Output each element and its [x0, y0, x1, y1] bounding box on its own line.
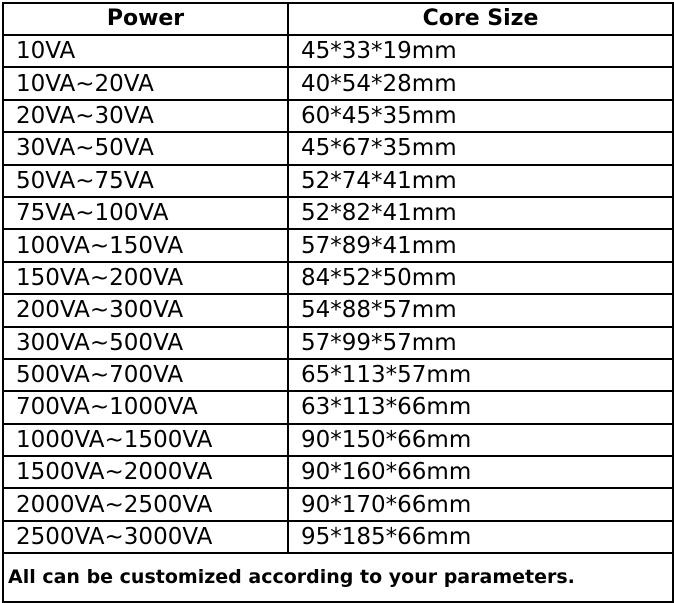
power-cell: 30VA~50VA [2, 131, 289, 166]
core-size-cell: 52*82*41mm [287, 195, 674, 231]
power-cell: 10VA [2, 33, 289, 69]
table-row: 10VA 45*33*19mm [2, 33, 674, 69]
power-cell: 50VA~75VA [2, 163, 289, 198]
table-row: 300VA~500VA 57*99*57mm [2, 325, 674, 360]
power-cell: 1500VA~2000VA [2, 455, 289, 490]
table-row: 100VA~150VA 57*89*41mm [2, 228, 674, 263]
core-size-cell: 60*45*35mm [287, 98, 674, 134]
core-size-cell: 52*74*41mm [287, 163, 674, 198]
table-header: Power Core Size [2, 2, 674, 36]
table-row: 30VA~50VA 45*67*35mm [2, 131, 674, 166]
table-row: 20VA~30VA 60*45*35mm [2, 98, 674, 134]
core-size-cell: 95*185*66mm [287, 519, 674, 555]
table-row: 700VA~1000VA 63*113*66mm [2, 390, 674, 425]
core-size-cell: 63*113*66mm [287, 390, 674, 425]
core-size-cell: 57*89*41mm [287, 228, 674, 263]
core-size-cell: 90*170*66mm [287, 487, 674, 522]
core-size-cell: 40*54*28mm [287, 66, 674, 101]
power-cell: 500VA~700VA [2, 357, 289, 393]
core-size-cell: 54*88*57mm [287, 293, 674, 328]
table-row: 2500VA~3000VA 95*185*66mm [2, 519, 674, 555]
table-row: 75VA~100VA 52*82*41mm [2, 195, 674, 231]
core-size-cell: 90*160*66mm [287, 455, 674, 490]
core-size-cell: 90*150*66mm [287, 422, 674, 458]
core-size-cell: 45*67*35mm [287, 131, 674, 166]
core-size-cell: 84*52*50mm [287, 260, 674, 296]
table-body: 10VA 45*33*19mm 10VA~20VA 40*54*28mm 20VA~30… [2, 33, 674, 555]
footer-row: All can be customized according to your … [2, 552, 674, 603]
table-footer: All can be customized according to your … [2, 552, 674, 603]
table-row: 200VA~300VA 54*88*57mm [2, 293, 674, 328]
table-row: 500VA~700VA 65*113*57mm [2, 357, 674, 393]
footer-note: All can be customized according to your … [2, 552, 674, 603]
table-row: 50VA~75VA 52*74*41mm [2, 163, 674, 198]
table-row: 1500VA~2000VA 90*160*66mm [2, 455, 674, 490]
power-cell: 20VA~30VA [2, 98, 289, 134]
core-size-cell: 45*33*19mm [287, 33, 674, 69]
power-cell: 300VA~500VA [2, 325, 289, 360]
power-cell: 10VA~20VA [2, 66, 289, 101]
table-row: 10VA~20VA 40*54*28mm [2, 66, 674, 101]
power-cell: 100VA~150VA [2, 228, 289, 263]
table-row: 1000VA~1500VA 90*150*66mm [2, 422, 674, 458]
power-cell: 1000VA~1500VA [2, 422, 289, 458]
power-cell: 150VA~200VA [2, 260, 289, 296]
header-row: Power Core Size [2, 2, 674, 36]
power-cell: 700VA~1000VA [2, 390, 289, 425]
power-cell: 2500VA~3000VA [2, 519, 289, 555]
table-row: 2000VA~2500VA 90*170*66mm [2, 487, 674, 522]
core-size-cell: 65*113*57mm [287, 357, 674, 393]
power-cell: 75VA~100VA [2, 195, 289, 231]
header-cell: Power [2, 2, 289, 36]
power-cell: 200VA~300VA [2, 293, 289, 328]
table-row: 150VA~200VA 84*52*50mm [2, 260, 674, 296]
power-cell: 2000VA~2500VA [2, 487, 289, 522]
header-cell: Core Size [287, 2, 674, 36]
core-size-cell: 57*99*57mm [287, 325, 674, 360]
